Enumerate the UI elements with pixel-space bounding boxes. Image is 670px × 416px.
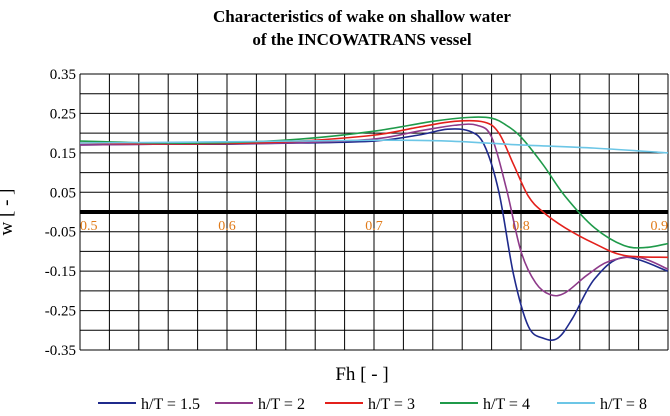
series-line-2 xyxy=(79,123,669,297)
x-tick-label: 0.5 xyxy=(80,219,98,234)
y-tick-label: 0.15 xyxy=(50,146,76,162)
y-tick-labels: 0.35 0.25 0.15 0.05 -0.05 -0.15 -0.25 -0.35 xyxy=(45,67,76,359)
x-tick-label: 0.9 xyxy=(651,219,669,234)
y-tick-label: 0.05 xyxy=(50,185,76,201)
chart-title-line-2: of the INCOWATRANS vessel xyxy=(252,30,472,49)
y-tick-label: -0.05 xyxy=(45,225,76,241)
x-tick-label: 0.7 xyxy=(365,219,383,234)
legend-label: h/T = 3 xyxy=(368,396,415,413)
y-tick-label: 0.35 xyxy=(50,67,76,83)
y-tick-label: -0.15 xyxy=(45,264,76,280)
series-group xyxy=(79,116,669,341)
y-tick-label: 0.25 xyxy=(50,106,76,122)
legend-label: h/T = 8 xyxy=(600,396,647,413)
y-axis-label: w [ - ] xyxy=(0,189,17,236)
legend-label: h/T = 4 xyxy=(483,396,530,413)
x-tick-label: 0.6 xyxy=(218,219,236,234)
legend: h/T = 1.5 h/T = 2 h/T = 3 h/T = 4 h/T = 8 xyxy=(98,396,647,413)
x-axis-label: Fh [ - ] xyxy=(335,364,388,385)
series-line-3 xyxy=(79,119,669,259)
x-tick-label: 0.8 xyxy=(512,219,530,234)
chart-title-line-1: Characteristics of wake on shallow water xyxy=(213,7,511,26)
x-tick-labels: 0.5 0.6 0.7 0.8 0.9 xyxy=(80,219,668,234)
y-tick-label: -0.35 xyxy=(45,343,76,359)
legend-label: h/T = 1.5 xyxy=(141,396,200,413)
series-line-5 xyxy=(79,139,669,154)
y-tick-label: -0.25 xyxy=(45,304,76,320)
legend-label: h/T = 2 xyxy=(258,396,305,413)
